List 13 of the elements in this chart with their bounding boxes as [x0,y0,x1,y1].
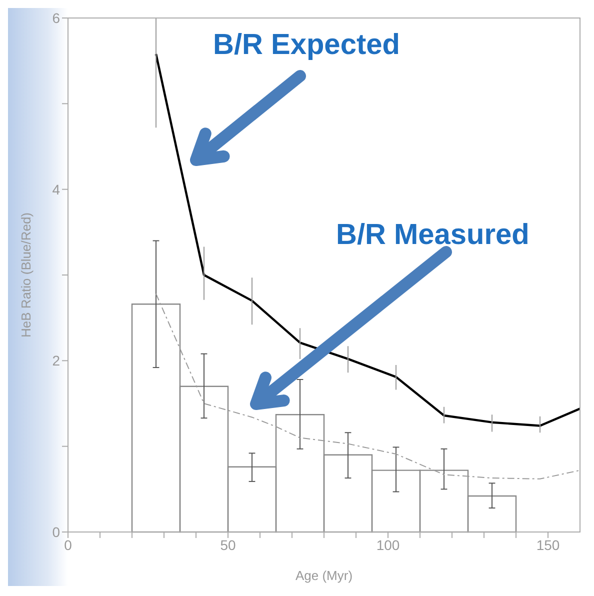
y-tick-label: 4 [52,181,60,198]
y-tick-label: 2 [52,352,60,369]
x-tick-label: 0 [64,536,72,553]
annotation: B/R Expected [213,29,400,61]
y-axis-title: HeB Ratio (Blue/Red) [18,212,34,338]
x-tick-label: 50 [220,536,236,553]
annotation: B/R Measured [336,219,530,251]
x-axis-title: Age (Myr) [295,568,353,583]
y-tick-label: 0 [52,524,60,540]
x-tick-label: 150 [536,536,560,553]
line-series [156,293,580,480]
x-tick-label: 100 [376,536,400,553]
y-tick-label: 6 [52,10,60,26]
